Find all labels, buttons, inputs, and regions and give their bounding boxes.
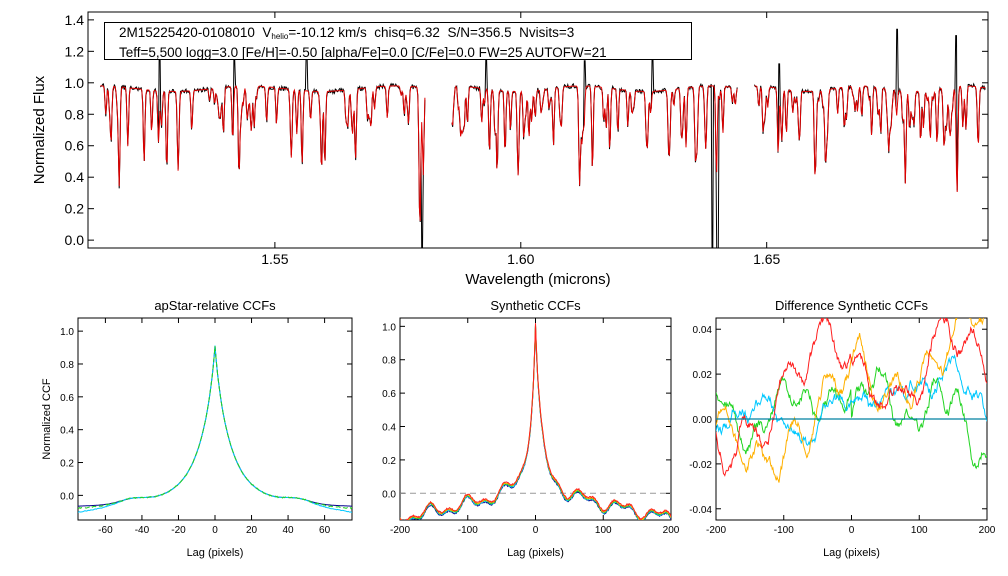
nvisits: Nvisits=3 <box>519 25 575 40</box>
apstar-xtick-label: 20 <box>246 525 258 536</box>
apstar-title: apStar-relative CCFs <box>154 298 276 313</box>
spectrum-ytick-label: 0.8 <box>65 106 85 122</box>
vhelio-label: V <box>262 25 272 40</box>
synthetic-series-visit-5 <box>400 323 671 520</box>
spectrum-plot-area <box>100 28 986 248</box>
spectrum-model-line-chip-2 <box>451 85 738 186</box>
synthetic-ytick-label: 0.4 <box>382 423 396 434</box>
apstar-xtick-label: -20 <box>171 525 186 536</box>
spectrum-ytick-label: 0.6 <box>65 138 85 154</box>
apstar-xtick-label: 0 <box>212 525 218 536</box>
synthetic-ytick-label: 0.0 <box>382 489 396 500</box>
vhelio-sub: helio <box>271 32 289 41</box>
spectrum-ylabel: Normalized Flux <box>31 75 48 184</box>
apstar-ytick-label: 0.8 <box>60 360 74 371</box>
difference-xtick-label: 0 <box>849 525 855 536</box>
apstar-ytick-label: 0.4 <box>60 426 74 437</box>
spectrum-model-line-chip-3 <box>754 85 986 193</box>
apstar-series-visit-1 <box>78 345 352 507</box>
synthetic-series-visit-4 <box>400 324 671 520</box>
spectrum-ytick-label: 0.2 <box>65 201 85 217</box>
apstar-series-visit-2 <box>78 345 352 513</box>
spectrum-xlabel: Wavelength (microns) <box>465 271 610 288</box>
difference-ytick-label: -0.04 <box>689 505 712 516</box>
vhelio-value: =-10.12 km/s <box>288 25 367 40</box>
difference-series-green <box>716 365 987 470</box>
info-box: 2M15225420-0108010 Vhelio=-10.12 km/s ch… <box>104 22 692 60</box>
difference-plot-area <box>716 318 987 483</box>
synthetic-xtick-label: 0 <box>533 525 539 536</box>
synthetic-xtick-label: 100 <box>595 525 612 536</box>
spectrum-ytick-label: 0.4 <box>65 169 85 185</box>
difference-xtick-label: -100 <box>774 525 794 536</box>
spectrum-ytick-label: 1.2 <box>65 43 85 59</box>
difference-ytick-label: 0.02 <box>693 370 713 381</box>
spectrum-ytick-label: 0.0 <box>65 232 85 248</box>
apstar-ytick-label: 0.2 <box>60 459 74 470</box>
difference-ytick-label: 0.00 <box>693 415 713 426</box>
synthetic-ytick-label: 0.6 <box>382 389 396 400</box>
synthetic-xlabel: Lag (pixels) <box>507 547 564 559</box>
star-id: 2M15225420-0108010 <box>119 25 255 40</box>
synthetic-ytick-label: 0.2 <box>382 456 396 467</box>
spectrum-observed-line-chip-2 <box>451 55 738 248</box>
apstar-xtick-label: 60 <box>319 525 331 536</box>
synthetic-ytick-label: 0.8 <box>382 356 396 367</box>
spectrum-xtick-label: 1.65 <box>753 251 780 267</box>
spectrum-frame <box>87 11 989 249</box>
difference-xtick-label: -200 <box>706 525 726 536</box>
apstar-series-visit-3 <box>78 346 352 510</box>
spectrum-xtick-label: 1.60 <box>507 251 534 267</box>
difference-xtick-label: 100 <box>911 525 928 536</box>
spectrum-xtick-label: 1.55 <box>261 251 288 267</box>
spectrum-ytick-label: 1.4 <box>65 12 85 28</box>
difference-ytick-label: 0.04 <box>693 325 713 336</box>
synthetic-xtick-label: -100 <box>458 525 478 536</box>
apstar-xtick-label: -40 <box>135 525 150 536</box>
spectrum-model-line-chip-1 <box>100 85 426 221</box>
synthetic-xtick-label: 200 <box>663 525 680 536</box>
synthetic-frame <box>399 317 672 521</box>
apstar-ylabel: Normalized CCF <box>41 378 53 460</box>
apstar-ytick-label: 1.0 <box>60 327 74 338</box>
spectrum-observed-line-chip-3 <box>753 28 986 191</box>
spectrum-ytick-label: 1.0 <box>65 75 85 91</box>
apstar-xtick-label: 40 <box>283 525 295 536</box>
snr: S/N=356.5 <box>447 25 512 40</box>
apstar-ytick-label: 0.6 <box>60 393 74 404</box>
info-line-1: 2M15225420-0108010 Vhelio=-10.12 km/s ch… <box>119 25 691 45</box>
difference-xlabel: Lag (pixels) <box>823 547 880 559</box>
synthetic-title: Synthetic CCFs <box>490 298 581 313</box>
apstar-xlabel: Lag (pixels) <box>187 547 244 559</box>
chisq: chisq=6.32 <box>374 25 440 40</box>
synthetic-plot-area <box>400 323 671 520</box>
spectrum-observed-line-chip-1 <box>100 49 426 248</box>
apstar-plot-area <box>78 345 352 513</box>
difference-series-red <box>716 318 987 477</box>
difference-series-orange <box>716 318 984 483</box>
synthetic-xtick-label: -200 <box>390 525 410 536</box>
difference-title: Difference Synthetic CCFs <box>775 298 928 313</box>
info-line-2: Teff=5,500 logg=3.0 [Fe/H]=-0.50 [alpha/… <box>119 45 607 60</box>
synthetic-ytick-label: 1.0 <box>382 322 396 333</box>
apstar-xtick-label: -60 <box>98 525 113 536</box>
difference-series-cyan <box>716 354 987 446</box>
synthetic-series-visit-1 <box>409 325 671 520</box>
apstar-ytick-label: 0.0 <box>60 491 74 502</box>
difference-ytick-label: -0.02 <box>689 460 712 471</box>
difference-xtick-label: 200 <box>979 525 996 536</box>
